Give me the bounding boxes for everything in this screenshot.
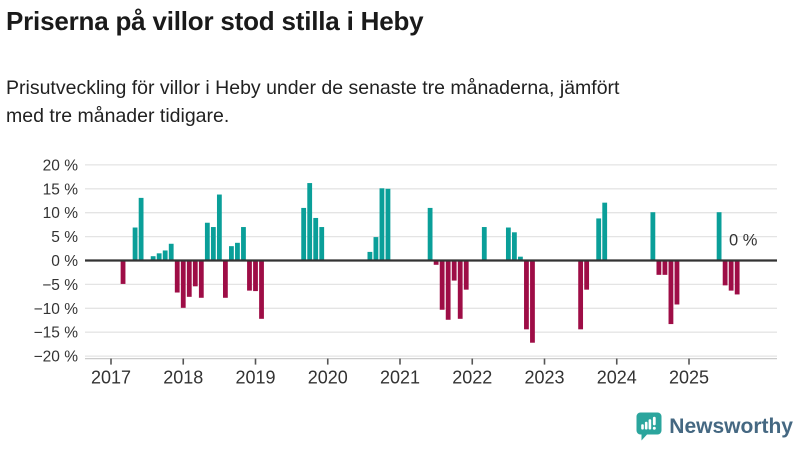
bar	[180, 260, 186, 308]
bar	[253, 260, 258, 292]
bar	[427, 207, 433, 261]
bar	[138, 197, 144, 261]
bar	[433, 260, 439, 265]
y-axis-label: −10 %	[34, 301, 79, 318]
newsworthy-icon	[636, 412, 662, 441]
bar	[656, 260, 662, 275]
chart-canvas: 20 % 15 % 10 % 5 % 0 % −5 % −10 % −15 % −20 % 201…	[34, 157, 777, 388]
bar	[210, 227, 216, 261]
bar	[457, 260, 463, 319]
x-axis-label: 2023	[524, 368, 564, 388]
bar	[235, 242, 240, 261]
bar	[716, 212, 722, 261]
bar	[722, 260, 728, 286]
bar	[259, 260, 264, 319]
bar	[307, 183, 313, 261]
y-axis-label: 5 %	[51, 229, 78, 246]
y-axis-label: −20 %	[34, 349, 79, 366]
bar	[650, 212, 656, 261]
bar	[162, 250, 168, 261]
bar	[367, 251, 373, 261]
bar	[313, 217, 319, 261]
x-axis-label: 2019	[235, 368, 275, 388]
y-axis-label: −15 %	[34, 325, 79, 342]
bar	[518, 256, 523, 261]
bar	[596, 218, 602, 261]
bar	[319, 227, 325, 261]
newsworthy-wordmark: Newsworthy	[669, 414, 793, 438]
bar	[222, 260, 228, 298]
y-axis-label: −5 %	[42, 277, 78, 294]
bar	[385, 188, 391, 261]
bar	[481, 227, 487, 261]
x-axis-label: 2024	[597, 368, 637, 388]
bar	[247, 260, 252, 291]
bar	[204, 222, 210, 261]
bar	[511, 232, 517, 261]
y-axis-label: 15 %	[43, 181, 79, 198]
bar	[229, 246, 234, 261]
bar	[301, 207, 307, 261]
bar	[156, 253, 162, 261]
x-axis-label: 2017	[91, 368, 131, 388]
bar	[463, 260, 469, 290]
bar	[120, 260, 126, 284]
y-axis-label: 0 %	[51, 253, 78, 270]
y-axis-label: 10 %	[43, 205, 79, 222]
bar	[241, 227, 246, 261]
bar	[451, 260, 457, 281]
bar	[373, 237, 379, 261]
y-axis-label: 20 %	[43, 157, 79, 174]
bar	[174, 260, 180, 293]
bar	[578, 260, 584, 330]
bar	[198, 260, 204, 298]
bar	[168, 243, 174, 261]
bar	[505, 227, 511, 261]
bar	[216, 194, 222, 261]
bar	[186, 260, 192, 297]
bar	[132, 227, 138, 261]
x-axis-label: 2025	[669, 368, 709, 388]
bar	[524, 260, 529, 330]
page-subtitle: Prisutveckling för villor i Heby under d…	[6, 77, 620, 127]
bar	[530, 260, 535, 343]
bar	[662, 260, 668, 275]
x-axis-label: 2021	[380, 368, 420, 388]
bar	[674, 260, 680, 305]
bar	[728, 260, 734, 291]
latest-value-annotation: 0 %	[729, 232, 758, 250]
page-title: Priserna på villor stod stilla i Heby	[6, 6, 424, 36]
bar	[150, 256, 156, 261]
bar	[584, 260, 590, 290]
x-axis-label: 2018	[163, 368, 203, 388]
newsworthy-logo: Newsworthy	[636, 412, 793, 441]
bar	[445, 260, 451, 320]
bar	[439, 260, 445, 310]
price-development-chart: 20 % 15 % 10 % 5 % 0 % −5 % −10 % −15 % −20 % 201…	[0, 140, 800, 400]
bar	[734, 260, 740, 295]
bar	[379, 188, 385, 261]
bar	[668, 260, 674, 325]
x-axis-label: 2020	[308, 368, 348, 388]
x-axis-label: 2022	[452, 368, 492, 388]
bar	[192, 260, 198, 287]
bar	[602, 202, 608, 261]
